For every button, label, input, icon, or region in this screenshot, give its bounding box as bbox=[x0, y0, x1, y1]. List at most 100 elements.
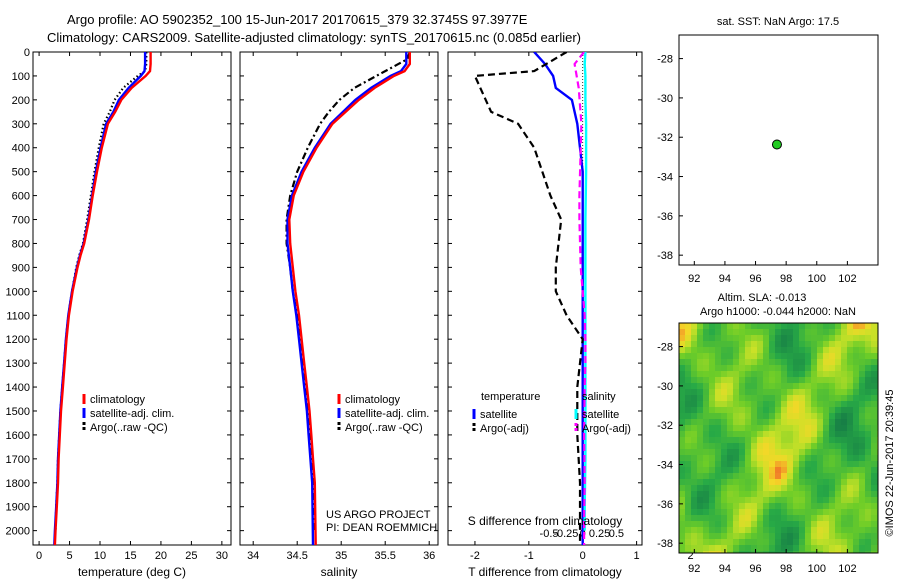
sla-cell bbox=[865, 413, 872, 420]
sla-cell bbox=[865, 443, 872, 450]
sla-cell bbox=[763, 419, 770, 426]
sla-cell bbox=[799, 485, 806, 492]
sla-cell bbox=[829, 539, 836, 546]
sla-cell bbox=[871, 323, 878, 330]
sla-cell bbox=[871, 335, 878, 342]
sla-cell bbox=[829, 341, 836, 348]
sla-cell bbox=[859, 497, 866, 504]
sla-cell bbox=[865, 359, 872, 366]
sla-cell bbox=[811, 359, 818, 366]
sla-cell bbox=[727, 545, 734, 552]
sla-cell bbox=[835, 443, 842, 450]
sla-cell bbox=[799, 437, 806, 444]
sla-cell bbox=[733, 419, 740, 426]
sla-cell bbox=[871, 347, 878, 354]
sla-cell bbox=[739, 509, 746, 516]
sla-cell bbox=[733, 425, 740, 432]
difference-t-tick-label: 1 bbox=[634, 550, 640, 562]
sla-cell bbox=[697, 545, 704, 552]
sla-cell bbox=[799, 491, 806, 498]
sla-cell bbox=[835, 329, 842, 336]
depth-tick-label: 1600 bbox=[6, 430, 30, 442]
difference-legend-item: satellite bbox=[480, 409, 517, 421]
sla-cell bbox=[679, 509, 686, 516]
sla-cell bbox=[781, 359, 788, 366]
sla-cell bbox=[757, 341, 764, 348]
sla-cell bbox=[823, 461, 830, 468]
sla-cell bbox=[817, 353, 824, 360]
sla-cell bbox=[871, 401, 878, 408]
sla-cell bbox=[697, 431, 704, 438]
sla-cell bbox=[757, 521, 764, 528]
sla-cell bbox=[727, 401, 734, 408]
sla-cell bbox=[763, 521, 770, 528]
temperature-tick-label: 30 bbox=[216, 550, 228, 562]
sla-cell bbox=[733, 455, 740, 462]
sla-cell bbox=[763, 515, 770, 522]
sla-cell bbox=[769, 491, 776, 498]
sla-cell bbox=[799, 419, 806, 426]
sla-map-y-tick-label: -38 bbox=[657, 538, 673, 550]
sla-cell bbox=[739, 323, 746, 330]
sla-cell bbox=[853, 545, 860, 552]
sla-cell bbox=[811, 515, 818, 522]
sla-cell bbox=[697, 497, 704, 504]
position-map-x-tick-label: 94 bbox=[719, 273, 731, 285]
sla-cell bbox=[751, 395, 758, 402]
sla-cell bbox=[757, 461, 764, 468]
sla-cell bbox=[835, 527, 842, 534]
sla-cell bbox=[757, 503, 764, 510]
sla-cell bbox=[745, 413, 752, 420]
sla-cell bbox=[727, 485, 734, 492]
sla-cell bbox=[751, 461, 758, 468]
sla-cell bbox=[829, 533, 836, 540]
sla-cell bbox=[817, 425, 824, 432]
sla-cell bbox=[679, 365, 686, 372]
sla-cell bbox=[841, 539, 848, 546]
sla-cell bbox=[793, 431, 800, 438]
sla-cell bbox=[835, 335, 842, 342]
sla-cell bbox=[727, 341, 734, 348]
sla-cell bbox=[793, 443, 800, 450]
sla-cell bbox=[679, 395, 686, 402]
sla-cell bbox=[841, 401, 848, 408]
sla-cell bbox=[835, 395, 842, 402]
sla-cell bbox=[685, 533, 692, 540]
sla-cell bbox=[829, 419, 836, 426]
position-map-x-tick-label: 92 bbox=[688, 273, 700, 285]
sla-cell bbox=[865, 407, 872, 414]
sla-cell bbox=[757, 449, 764, 456]
sla-cell bbox=[829, 383, 836, 390]
sla-cell bbox=[847, 335, 854, 342]
sla-cell bbox=[745, 425, 752, 432]
sla-cell bbox=[685, 323, 692, 330]
sla-cell bbox=[853, 389, 860, 396]
sla-cell bbox=[781, 485, 788, 492]
sla-cell bbox=[721, 347, 728, 354]
sla-cell bbox=[703, 401, 710, 408]
sla-cell bbox=[739, 353, 746, 360]
sla-cell bbox=[817, 479, 824, 486]
sla-cell bbox=[781, 365, 788, 372]
sla-cell bbox=[697, 539, 704, 546]
sla-cell bbox=[847, 437, 854, 444]
sla-cell bbox=[709, 533, 716, 540]
sla-cell bbox=[865, 455, 872, 462]
sla-cell bbox=[745, 389, 752, 396]
sla-cell bbox=[727, 473, 734, 480]
sla-cell bbox=[739, 341, 746, 348]
sla-cell bbox=[739, 419, 746, 426]
sla-cell bbox=[721, 455, 728, 462]
sla-cell bbox=[793, 401, 800, 408]
sla-cell bbox=[703, 377, 710, 384]
sla-cell bbox=[691, 371, 698, 378]
sla-cell bbox=[685, 389, 692, 396]
sla-cell bbox=[769, 437, 776, 444]
sla-cell bbox=[721, 527, 728, 534]
depth-tick-label: 0 bbox=[24, 47, 30, 59]
sla-cell bbox=[847, 413, 854, 420]
sla-cell bbox=[841, 443, 848, 450]
sla-cell bbox=[793, 365, 800, 372]
sla-cell bbox=[865, 431, 872, 438]
sla-cell bbox=[853, 329, 860, 336]
